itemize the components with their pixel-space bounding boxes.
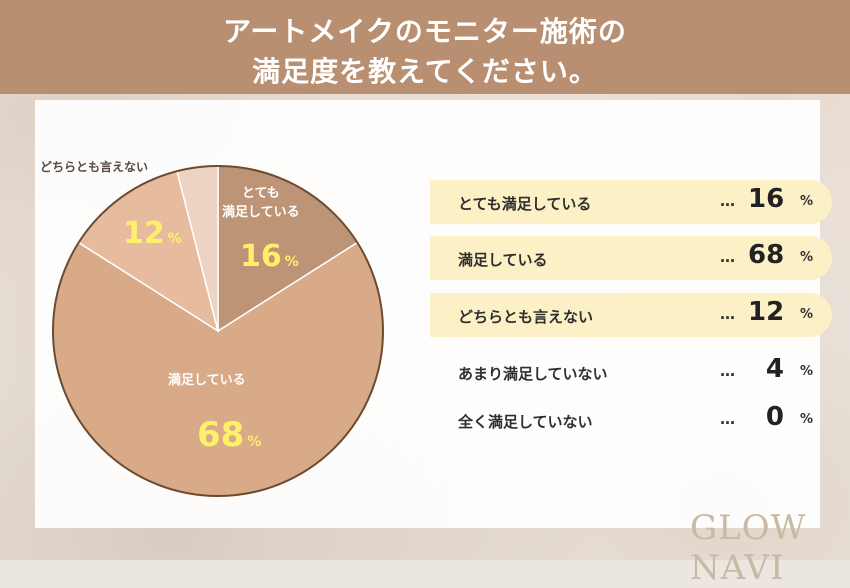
legend-row-not-very-satisfied: あまり満足していない … 4 %: [430, 350, 832, 394]
legend-value: 0: [765, 402, 784, 432]
legend-leader: …: [720, 248, 735, 266]
pie-value-neutral: 12%: [123, 216, 182, 251]
legend-leader: …: [720, 305, 735, 323]
page-title-line-1: アートメイクのモニター施術の: [223, 15, 627, 48]
pie-chart: [52, 165, 384, 497]
legend-row-not-satisfied: 全く満足していない … 0 %: [430, 398, 832, 442]
legend-label: とても満足している: [458, 195, 592, 213]
legend-label: あまり満足していない: [458, 365, 608, 383]
chart-card: とても 満足している 16% 満足している 68% どちらとも言えない 12% …: [35, 100, 832, 528]
pie-value-very-satisfied: 16%: [240, 239, 299, 274]
legend-leader: …: [720, 362, 735, 380]
pie-label-very-satisfied: とても 満足している: [222, 186, 300, 220]
legend-value: 68: [748, 240, 785, 270]
legend-value: 16: [748, 184, 785, 214]
pie-label-satisfied: 満足している: [168, 373, 246, 388]
legend-unit: %: [800, 364, 814, 379]
legend-unit: %: [800, 307, 814, 322]
legend-leader: …: [720, 192, 735, 210]
legend-row-neutral: どちらとも言えない … 12 %: [430, 293, 832, 337]
legend-label: 全く満足していない: [458, 413, 593, 431]
legend-row-very-satisfied: とても満足している … 16 %: [430, 180, 832, 224]
glow-navi-logo: GLOW NAVI: [690, 508, 807, 588]
legend-unit: %: [800, 412, 814, 427]
page-title-line-2: 満足度を教えてください。: [252, 55, 598, 88]
legend-unit: %: [800, 194, 814, 209]
legend-label: 満足している: [458, 251, 548, 269]
legend-row-satisfied: 満足している … 68 %: [430, 236, 832, 280]
legend-leader: …: [720, 410, 735, 428]
legend-value: 12: [748, 297, 785, 327]
pie-outline: [52, 165, 384, 497]
legend-unit: %: [800, 250, 814, 265]
pie-label-neutral: どちらとも言えない: [40, 160, 149, 174]
pie-value-satisfied: 68%: [197, 415, 262, 455]
legend-value: 4: [765, 354, 784, 384]
header-banner: アートメイクのモニター施術の 満足度を教えてください。: [0, 0, 850, 94]
legend-label: どちらとも言えない: [458, 308, 594, 326]
